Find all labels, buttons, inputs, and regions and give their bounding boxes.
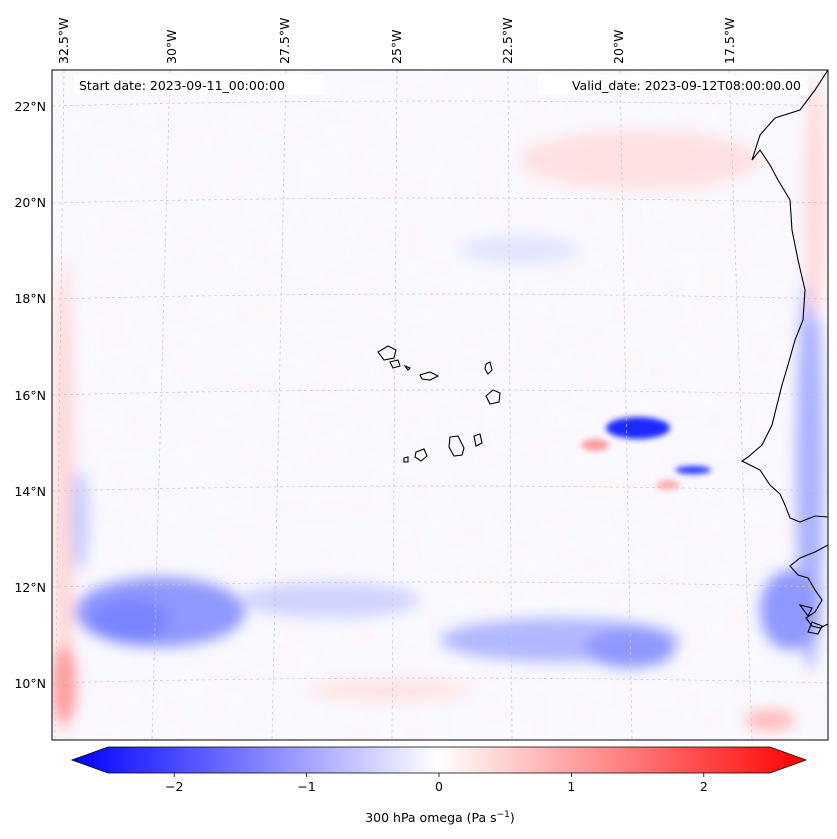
island-sao-nicolau <box>419 371 440 381</box>
africa-coastline-south <box>789 544 828 629</box>
parallel-22n <box>52 100 828 107</box>
map-panel: Start date: 2023-09-11_00:00:00 Valid_da… <box>51 69 829 741</box>
lon-label-32-5w: 32.5°W <box>56 18 71 64</box>
lat-label-20n: 20°N <box>14 195 46 210</box>
longitude-labels: 32.5°W 30°W 27.5°W 25°W 22.5°W 20°W 17.5… <box>56 18 737 64</box>
omega-cores <box>581 417 711 490</box>
colorbar-tick-label: 0 <box>435 779 443 794</box>
colorbar-tick-label: 1 <box>567 779 575 794</box>
latitude-labels: 22°N 20°N 18°N 16°N 14°N 12°N 10°N <box>14 99 46 691</box>
colorbar-label: 300 hPa omega (Pa s−1) <box>365 810 515 825</box>
blue-band-central <box>240 582 420 618</box>
blue-core-15n <box>606 417 670 439</box>
coastlines <box>377 70 828 635</box>
blue-patch-africa-coast <box>760 570 820 650</box>
meridian-20w <box>619 70 633 740</box>
red-core-15n <box>581 439 609 451</box>
red-maximum-10n <box>52 645 76 725</box>
meridian-27-5w <box>271 70 287 740</box>
blue-left-edge <box>71 470 89 570</box>
lon-label-25w: 25°W <box>389 29 404 64</box>
meridian-17-5w <box>728 70 753 740</box>
island-brava <box>403 456 409 463</box>
lon-label-27-5w: 27.5°W <box>277 18 292 64</box>
island-fogo <box>414 448 428 462</box>
map-frame <box>51 69 829 741</box>
start-date-box: Start date: 2023-09-11_00:00:00 <box>74 75 324 95</box>
parallel-18n <box>52 293 828 300</box>
blue-band-east-core <box>585 628 675 668</box>
island-sal <box>484 361 493 375</box>
lat-label-12n: 12°N <box>14 580 46 595</box>
red-patch-south <box>310 678 470 702</box>
lon-label-17-5w: 17.5°W <box>722 18 737 64</box>
parallel-20n <box>52 197 828 204</box>
lon-label-22-5w: 22.5°W <box>500 18 515 64</box>
colorbar-ticks: −2 −1 0 1 2 <box>165 773 708 794</box>
red-band-north <box>520 130 760 190</box>
lat-label-18n: 18°N <box>14 291 46 306</box>
start-date-background <box>74 75 324 95</box>
colorbar-tick-label: 2 <box>700 779 708 794</box>
lon-label-30w: 30°W <box>164 29 179 64</box>
valid-date-box: Valid_date: 2023-09-12T08:00:00.00 <box>538 75 808 95</box>
island-sao-vicente <box>389 359 401 369</box>
colorbar-tick-label: −1 <box>297 779 315 794</box>
lat-label-22n: 22°N <box>14 99 46 114</box>
colorbar-label-exponent: −1 <box>497 810 510 820</box>
omega-field <box>52 70 828 740</box>
meridian-25w <box>391 70 398 740</box>
parallel-14n <box>52 485 828 492</box>
meridian-30w <box>151 70 171 740</box>
bissau-islands <box>798 604 823 635</box>
blue-streak-14n <box>675 466 711 474</box>
island-maio <box>473 433 483 447</box>
lat-label-10n: 10°N <box>14 676 46 691</box>
red-right-edge <box>805 80 825 320</box>
colorbar-label-suffix: ) <box>510 810 515 825</box>
lat-label-14n: 14°N <box>14 484 46 499</box>
island-santiago <box>448 435 465 457</box>
omega-blobs <box>52 80 825 740</box>
colorbar: −2 −1 0 1 2 300 hPa omega (Pa s−1) <box>70 746 808 825</box>
africa-coastline <box>740 70 828 523</box>
lon-label-20w: 20°W <box>611 29 626 64</box>
red-patch-africa <box>745 710 795 730</box>
parallel-12n <box>52 581 828 588</box>
start-date-text: Start date: 2023-09-11_00:00:00 <box>79 78 285 93</box>
island-santo-antao <box>377 345 397 361</box>
island-santa-luzia <box>403 364 411 371</box>
valid-date-text: Valid_date: 2023-09-12T08:00:00.00 <box>572 78 801 93</box>
left-edge-red-band <box>54 260 74 740</box>
colorbar-tick-label: −2 <box>165 779 183 794</box>
meridian-32-5w <box>54 70 65 740</box>
blue-patch-north <box>460 236 580 264</box>
parallel-16n <box>52 389 828 396</box>
lat-label-16n: 16°N <box>14 388 46 403</box>
blue-band-west-core <box>90 598 170 642</box>
blue-right-edge <box>796 270 824 670</box>
meridian-22-5w <box>507 70 513 740</box>
colorbar-body <box>70 746 808 774</box>
island-boa-vista <box>485 389 501 405</box>
red-core-14n <box>656 480 680 490</box>
colorbar-label-prefix: 300 hPa omega (Pa s <box>365 810 496 825</box>
valid-date-background <box>538 75 808 95</box>
graticule <box>52 70 828 740</box>
parallel-10n <box>52 677 828 684</box>
